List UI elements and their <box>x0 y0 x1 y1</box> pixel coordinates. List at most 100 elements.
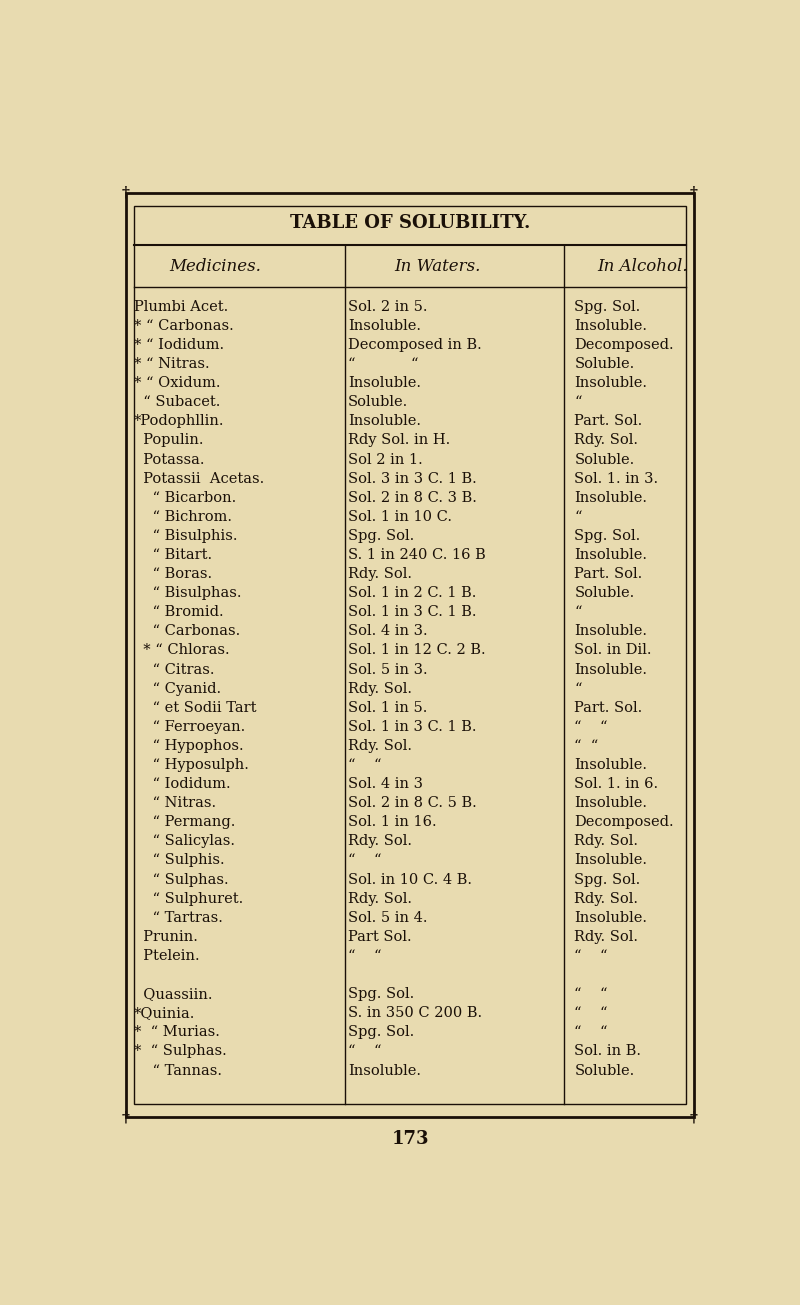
Text: “    “: “ “ <box>574 949 608 963</box>
Text: “ Tartras.: “ Tartras. <box>134 911 223 925</box>
Text: Sol. in Dil.: Sol. in Dil. <box>574 643 652 658</box>
Text: Insoluble.: Insoluble. <box>574 911 647 925</box>
Text: Plumbi Acet.: Plumbi Acet. <box>134 300 228 313</box>
Text: Insoluble.: Insoluble. <box>574 491 647 505</box>
Text: “ Ferroeyan.: “ Ferroeyan. <box>134 720 246 733</box>
Text: “ Sulphuret.: “ Sulphuret. <box>134 891 243 906</box>
Text: “ Boras.: “ Boras. <box>134 568 212 581</box>
Text: “    “: “ “ <box>348 949 382 963</box>
Text: TABLE OF SOLUBILITY.: TABLE OF SOLUBILITY. <box>290 214 530 232</box>
Text: Sol. 2 in 8 C. 5 B.: Sol. 2 in 8 C. 5 B. <box>348 796 477 810</box>
Text: Spg. Sol.: Spg. Sol. <box>574 873 641 886</box>
Text: *Quinia.: *Quinia. <box>134 1006 195 1021</box>
Text: Part. Sol.: Part. Sol. <box>574 568 642 581</box>
Text: “: “ <box>574 681 582 696</box>
Text: “: “ <box>574 606 582 620</box>
Text: Sol. 1 in 5.: Sol. 1 in 5. <box>348 701 427 715</box>
Text: Soluble.: Soluble. <box>574 586 634 600</box>
Text: *  “ Sulphas.: * “ Sulphas. <box>134 1044 227 1058</box>
Text: Part Sol.: Part Sol. <box>348 930 412 944</box>
Text: “ Bisulphas.: “ Bisulphas. <box>134 586 242 600</box>
Text: “ Bisulphis.: “ Bisulphis. <box>134 529 238 543</box>
Text: Ptelein.: Ptelein. <box>134 949 200 963</box>
Text: Soluble.: Soluble. <box>574 1064 634 1078</box>
Text: †: † <box>690 185 698 200</box>
Text: “: “ <box>574 395 582 410</box>
Text: In Waters.: In Waters. <box>394 257 481 274</box>
Text: Sol. 1 in 12 C. 2 B.: Sol. 1 in 12 C. 2 B. <box>348 643 486 658</box>
Text: 173: 173 <box>391 1130 429 1148</box>
Text: “ Sulphis.: “ Sulphis. <box>134 853 225 868</box>
Text: S. in 350 C 200 B.: S. in 350 C 200 B. <box>348 1006 482 1021</box>
Text: Sol. 2 in 5.: Sol. 2 in 5. <box>348 300 427 313</box>
Text: “    “: “ “ <box>574 1026 608 1039</box>
Text: “ Tannas.: “ Tannas. <box>134 1064 222 1078</box>
Text: Potassa.: Potassa. <box>134 453 205 467</box>
Text: Sol. 1 in 3 C. 1 B.: Sol. 1 in 3 C. 1 B. <box>348 606 477 620</box>
Text: “            “: “ “ <box>348 358 418 371</box>
Text: “ Nitras.: “ Nitras. <box>134 796 216 810</box>
Text: “ Citras.: “ Citras. <box>134 663 214 676</box>
Text: Insoluble.: Insoluble. <box>348 415 421 428</box>
Text: Sol. 1. in 6.: Sol. 1. in 6. <box>574 778 658 791</box>
Text: Sol. 1 in 3 C. 1 B.: Sol. 1 in 3 C. 1 B. <box>348 720 477 733</box>
Text: Sol. 2 in 8 C. 3 B.: Sol. 2 in 8 C. 3 B. <box>348 491 477 505</box>
Text: Sol. in B.: Sol. in B. <box>574 1044 642 1058</box>
Text: “ Permang.: “ Permang. <box>134 816 235 829</box>
Text: “ Bicarbon.: “ Bicarbon. <box>134 491 236 505</box>
Text: Spg. Sol.: Spg. Sol. <box>348 987 414 1001</box>
Text: Insoluble.: Insoluble. <box>574 376 647 390</box>
Text: Spg. Sol.: Spg. Sol. <box>348 529 414 543</box>
Text: S. 1 in 240 C. 16 B: S. 1 in 240 C. 16 B <box>348 548 486 562</box>
Text: “    “: “ “ <box>574 987 608 1001</box>
Text: Spg. Sol.: Spg. Sol. <box>348 1026 414 1039</box>
Text: Soluble.: Soluble. <box>574 358 634 371</box>
Text: Sol. 3 in 3 C. 1 B.: Sol. 3 in 3 C. 1 B. <box>348 471 477 485</box>
Text: Sol. 5 in 3.: Sol. 5 in 3. <box>348 663 428 676</box>
Text: Sol. 1 in 10 C.: Sol. 1 in 10 C. <box>348 510 452 523</box>
Text: “ Iodidum.: “ Iodidum. <box>134 778 230 791</box>
Text: “ Bichrom.: “ Bichrom. <box>134 510 232 523</box>
Text: Sol. 4 in 3.: Sol. 4 in 3. <box>348 624 428 638</box>
Bar <box>134 206 686 1104</box>
Text: “    “: “ “ <box>348 1044 382 1058</box>
Text: Insoluble.: Insoluble. <box>574 663 647 676</box>
Text: †: † <box>122 185 130 200</box>
Text: Rdy Sol. in H.: Rdy Sol. in H. <box>348 433 450 448</box>
Text: Insoluble.: Insoluble. <box>574 796 647 810</box>
Text: “    “: “ “ <box>348 758 382 773</box>
Text: “: “ <box>574 510 582 523</box>
Text: Rdy. Sol.: Rdy. Sol. <box>348 739 412 753</box>
Text: Sol. 1 in 2 C. 1 B.: Sol. 1 in 2 C. 1 B. <box>348 586 476 600</box>
Text: “ Bitart.: “ Bitart. <box>134 548 212 562</box>
Text: Insoluble.: Insoluble. <box>574 758 647 773</box>
Text: Decomposed.: Decomposed. <box>574 338 674 352</box>
Text: “ et Sodii Tart: “ et Sodii Tart <box>134 701 257 715</box>
Text: “ Hyposulph.: “ Hyposulph. <box>134 758 249 773</box>
Text: Sol. 4 in 3: Sol. 4 in 3 <box>348 778 423 791</box>
Text: Populin.: Populin. <box>134 433 203 448</box>
Text: “  “: “ “ <box>574 739 598 753</box>
Text: Spg. Sol.: Spg. Sol. <box>574 300 641 313</box>
Text: “ Hypophos.: “ Hypophos. <box>134 739 244 753</box>
Text: In Alcohol.: In Alcohol. <box>597 257 688 274</box>
Text: Insoluble.: Insoluble. <box>348 1064 421 1078</box>
Text: * “ Carbonas.: * “ Carbonas. <box>134 318 234 333</box>
Text: *Podophllin.: *Podophllin. <box>134 415 225 428</box>
Text: Rdy. Sol.: Rdy. Sol. <box>574 433 638 448</box>
Text: †: † <box>122 1111 130 1124</box>
Text: “    “: “ “ <box>574 1006 608 1021</box>
Text: Rdy. Sol.: Rdy. Sol. <box>574 891 638 906</box>
Text: Quassiin.: Quassiin. <box>134 987 213 1001</box>
Text: *  “ Murias.: * “ Murias. <box>134 1026 220 1039</box>
Text: Spg. Sol.: Spg. Sol. <box>574 529 641 543</box>
Text: * “ Iodidum.: * “ Iodidum. <box>134 338 224 352</box>
Text: Sol. 5 in 4.: Sol. 5 in 4. <box>348 911 427 925</box>
Text: Insoluble.: Insoluble. <box>348 376 421 390</box>
Text: Soluble.: Soluble. <box>348 395 408 410</box>
Text: Sol. 1 in 16.: Sol. 1 in 16. <box>348 816 437 829</box>
Text: Sol. 1. in 3.: Sol. 1. in 3. <box>574 471 658 485</box>
Text: Rdy. Sol.: Rdy. Sol. <box>574 930 638 944</box>
Text: Insoluble.: Insoluble. <box>574 853 647 868</box>
Text: Sol. in 10 C. 4 B.: Sol. in 10 C. 4 B. <box>348 873 472 886</box>
